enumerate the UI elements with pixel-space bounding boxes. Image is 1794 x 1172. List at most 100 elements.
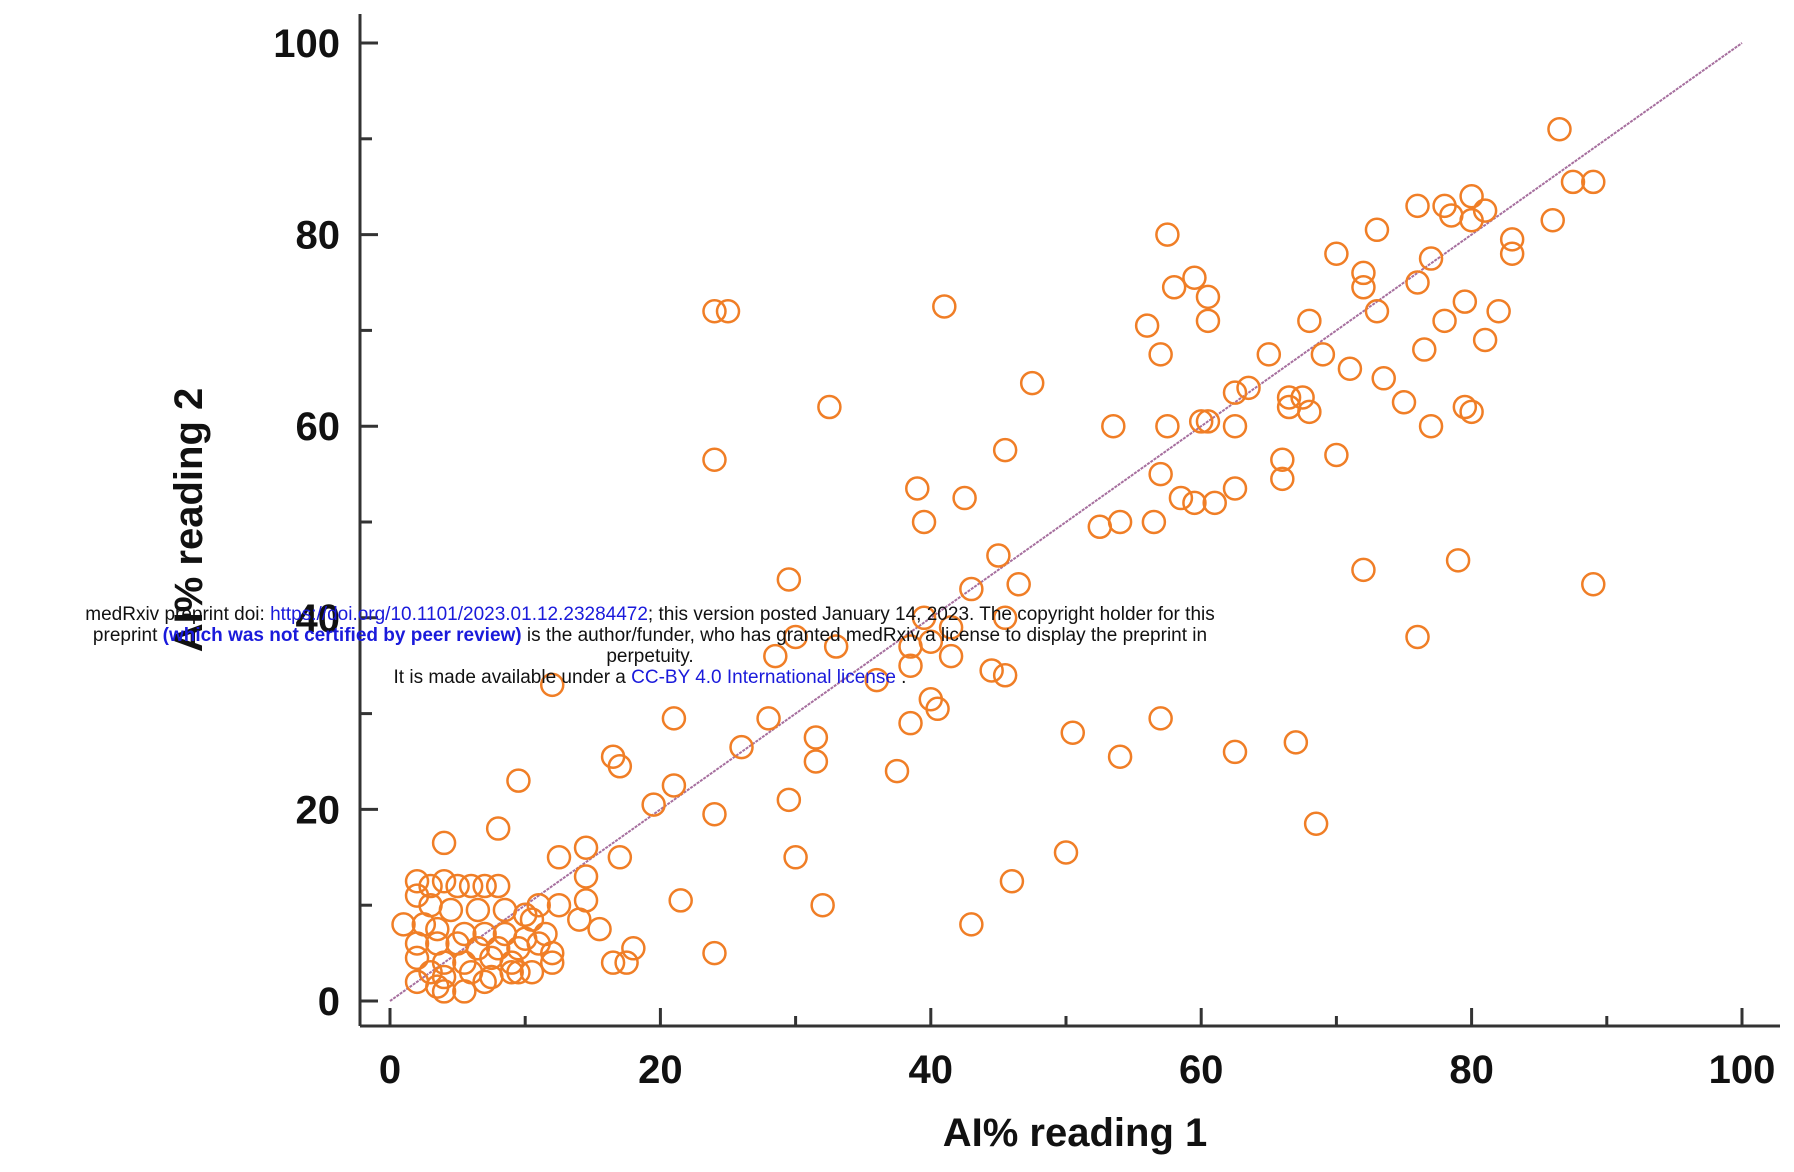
- data-point: [621, 936, 646, 961]
- data-point: [485, 873, 511, 899]
- data-point: [1351, 557, 1376, 583]
- data-point: [1283, 730, 1309, 755]
- data-point: [485, 816, 511, 841]
- data-point: [729, 734, 754, 760]
- y-tick-label: 100: [273, 22, 340, 66]
- data-point: [756, 706, 781, 731]
- data-point: [810, 892, 835, 918]
- x-tick-label: 100: [1709, 1048, 1776, 1092]
- data-point: [1270, 447, 1295, 472]
- data-point: [1168, 485, 1194, 511]
- data-point: [1148, 706, 1173, 731]
- axis-ticks: 0 20 40 60 80 100 0 20 40 60 80 100: [273, 22, 1775, 1092]
- data-points: [391, 116, 1606, 1004]
- data-point: [546, 892, 572, 918]
- data-point: [641, 792, 666, 817]
- data-point: [472, 921, 497, 947]
- data-point: [959, 912, 984, 937]
- data-point: [1195, 308, 1221, 334]
- license-link[interactable]: CC-BY 4.0 International license: [631, 667, 896, 688]
- data-point: [1324, 241, 1349, 267]
- data-point: [607, 845, 633, 870]
- data-point: [431, 979, 457, 1004]
- data-point: [783, 845, 808, 870]
- data-point: [1107, 509, 1133, 535]
- data-point: [776, 567, 802, 592]
- data-point: [587, 916, 612, 942]
- peer-review-note[interactable]: (which was not certified by peer review): [162, 625, 522, 646]
- data-point: [472, 873, 497, 899]
- data-point: [898, 653, 923, 678]
- data-point: [1297, 399, 1322, 425]
- data-point: [1581, 572, 1606, 597]
- data-point: [445, 873, 470, 899]
- data-point: [1364, 217, 1390, 243]
- data-point: [702, 940, 727, 966]
- data-point: [1472, 198, 1498, 223]
- data-point: [607, 754, 633, 779]
- data-point: [1182, 265, 1207, 290]
- data-point: [1236, 375, 1261, 401]
- data-point: [1006, 572, 1031, 597]
- data-point: [492, 921, 518, 947]
- notice-doi-prefix: medRxiv preprint doi:: [85, 604, 271, 625]
- doi-link[interactable]: https://doi.org/10.1101/2023.01.12.23284…: [270, 604, 648, 625]
- data-point: [1290, 385, 1315, 410]
- data-point: [952, 485, 977, 511]
- data-point: [1222, 413, 1248, 439]
- data-point: [1540, 207, 1565, 233]
- data-point: [911, 605, 937, 631]
- data-point: [573, 864, 599, 889]
- data-point: [1303, 811, 1329, 837]
- data-point: [763, 643, 788, 669]
- data-point: [614, 950, 639, 975]
- data-point: [992, 437, 1018, 463]
- data-point: [1256, 342, 1282, 367]
- data-point: [1087, 514, 1113, 540]
- data-point: [1155, 222, 1180, 247]
- data-point: [979, 658, 1004, 683]
- data-point: [905, 476, 930, 501]
- data-point: [1472, 327, 1498, 353]
- data-point: [567, 907, 592, 932]
- data-point: [1452, 394, 1478, 420]
- data-point: [431, 830, 457, 856]
- y-tick-label: 80: [296, 214, 341, 258]
- data-point: [1148, 342, 1173, 367]
- data-point: [1155, 413, 1180, 439]
- data-point: [1445, 548, 1471, 573]
- data-point: [404, 931, 430, 956]
- data-point: [1499, 241, 1525, 267]
- data-point: [1418, 413, 1444, 439]
- notice-line-3: perpetuity.: [606, 646, 694, 667]
- data-point: [1270, 466, 1295, 492]
- y-tick-label: 40: [296, 597, 341, 641]
- y-tick-label: 20: [296, 788, 341, 832]
- notice-line-2: preprint (which was not certified by pee…: [0, 625, 1300, 646]
- data-point: [1391, 390, 1417, 415]
- data-point: [539, 940, 565, 966]
- data-point: [898, 710, 923, 736]
- data-point: [992, 605, 1018, 631]
- data-point: [1161, 275, 1187, 300]
- data-point: [1141, 509, 1167, 535]
- data-point: [465, 897, 491, 923]
- y-axis-title: AI% reading 2: [167, 388, 211, 653]
- data-point: [1486, 298, 1511, 324]
- data-point: [546, 845, 572, 870]
- data-point: [391, 912, 416, 937]
- notice-line2-suffix: is the author/funder, who has granted me…: [521, 625, 1208, 646]
- data-point: [1547, 116, 1572, 142]
- data-point: [1222, 380, 1248, 405]
- data-point: [823, 634, 849, 659]
- data-point: [668, 888, 693, 913]
- data-point: [1499, 227, 1525, 252]
- data-point: [925, 696, 950, 722]
- data-point: [526, 892, 551, 918]
- data-point: [539, 950, 565, 975]
- notice-line4-prefix: It is made available under a: [393, 667, 632, 688]
- data-point: [1107, 744, 1133, 769]
- data-point: [702, 801, 727, 827]
- data-point: [506, 960, 531, 985]
